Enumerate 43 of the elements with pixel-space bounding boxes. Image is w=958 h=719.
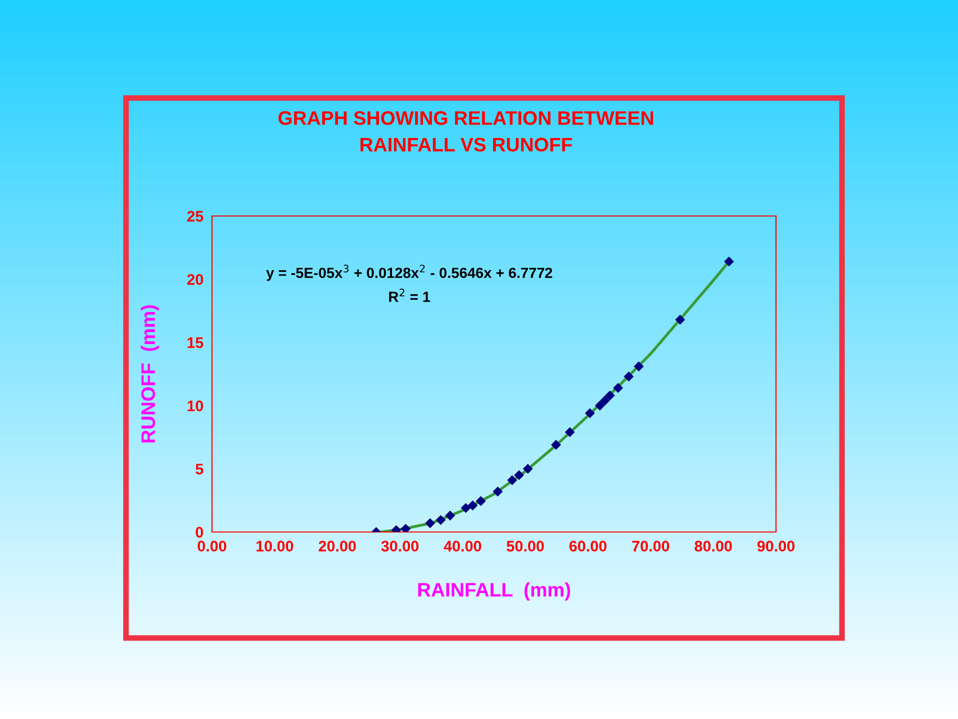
point (514, 470, 524, 480)
x-tick-label: 50.00 (506, 540, 544, 552)
y-tick-label: 10 (188, 400, 204, 412)
x-tick-label: 30.00 (381, 540, 418, 552)
point (551, 440, 561, 450)
point (522, 464, 533, 474)
x-tick-label: 70.00 (632, 540, 670, 552)
x-tick-label: 40.00 (444, 540, 482, 552)
point (634, 362, 644, 372)
point (492, 486, 503, 496)
point (613, 383, 623, 393)
annotation: y = -5E-05x$^{3}$ + 0.0128x$^{2}$ - 0.5646x + 6.7772 (266, 264, 552, 281)
point (564, 427, 575, 438)
point (445, 510, 455, 520)
y-axis-title: RUNOFF (mm) (140, 305, 159, 442)
chart-title: GRAPH SHOWING RELATION BETWEEN RAINFALL VS RUNOFF (278, 111, 654, 152)
point (624, 372, 634, 382)
y-tick-label: 15 (188, 337, 204, 348)
x-axis-title: RAINFALL (mm) (418, 582, 570, 600)
point (595, 400, 605, 410)
point (600, 396, 610, 406)
point (476, 496, 486, 506)
x-tick-label: 10.00 (256, 540, 294, 552)
x-tick-label: 0.00 (198, 540, 226, 552)
x-tick-label: 80.00 (694, 540, 732, 552)
point (585, 408, 595, 418)
y-tick-label: 20 (187, 274, 204, 285)
point (468, 500, 478, 510)
y-tick-label: 0 (196, 526, 204, 538)
y-tick-label: 25 (187, 210, 204, 222)
annotation: R$^{2}$ = 1 (389, 288, 430, 302)
point (436, 515, 446, 525)
point (507, 475, 518, 486)
point (724, 256, 734, 266)
x-tick-label: 20.00 (318, 540, 356, 552)
point (425, 518, 435, 528)
x-tick-label: 60.00 (569, 540, 606, 552)
point (675, 314, 685, 325)
x-tick-label: 90.00 (757, 540, 794, 552)
y-tick-label: 5 (196, 464, 204, 474)
point (400, 524, 411, 532)
point (460, 503, 471, 513)
point (605, 390, 615, 400)
